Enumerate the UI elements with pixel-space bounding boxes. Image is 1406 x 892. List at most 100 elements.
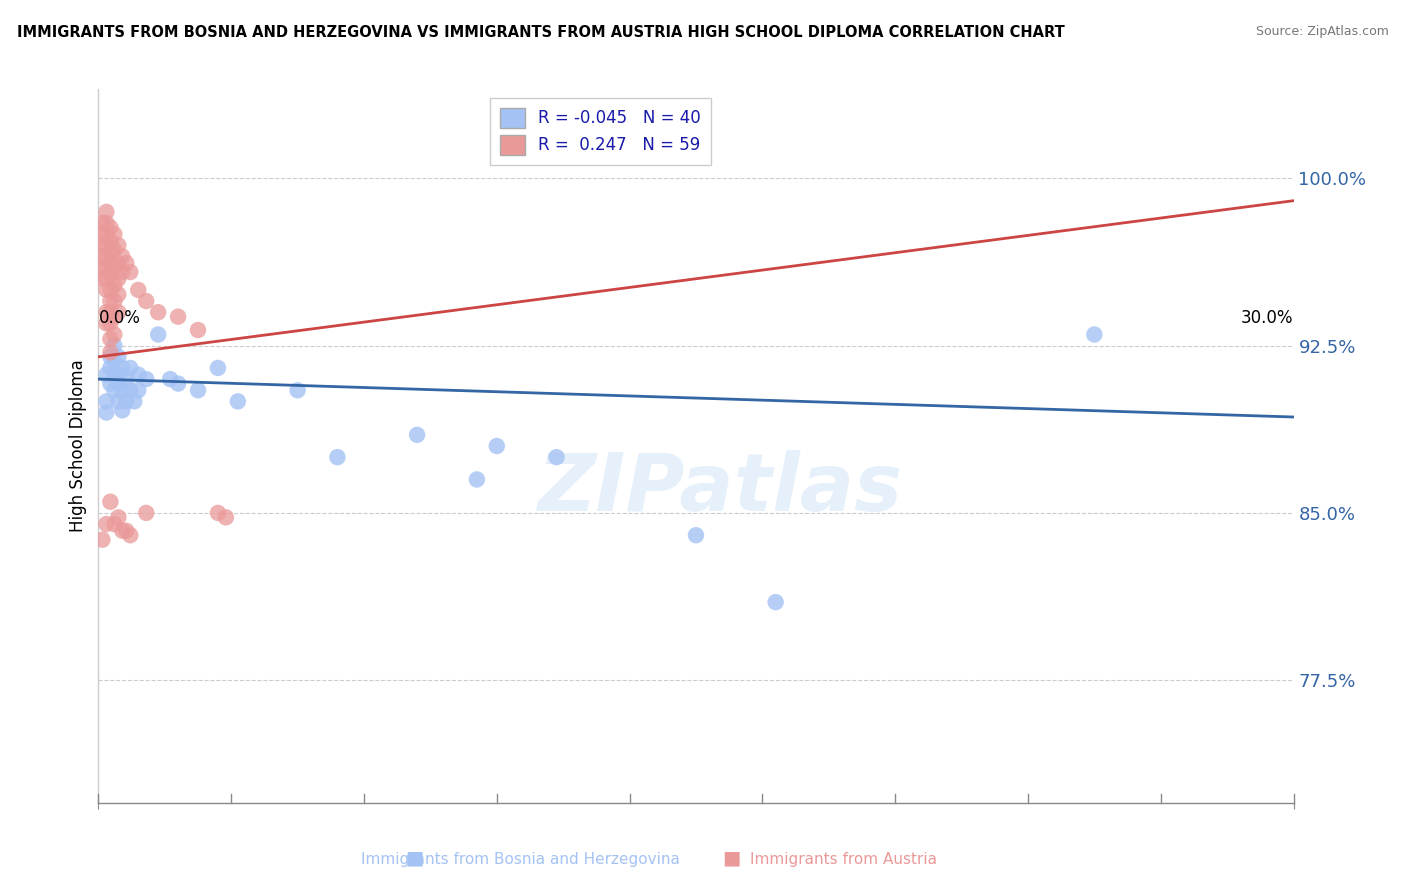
Point xyxy=(103,368,125,382)
Point xyxy=(96,368,118,382)
Point xyxy=(107,238,129,252)
Point xyxy=(96,305,118,319)
Point xyxy=(98,293,122,308)
Point xyxy=(91,260,114,275)
Point xyxy=(96,405,118,419)
Point xyxy=(135,372,157,386)
Point xyxy=(107,305,129,319)
Point xyxy=(148,305,170,319)
Point xyxy=(98,220,122,235)
Text: Immigrants from Austria: Immigrants from Austria xyxy=(749,852,938,867)
Point xyxy=(485,439,508,453)
Point xyxy=(115,394,138,409)
Point xyxy=(98,234,122,248)
Text: Immigrants from Bosnia and Herzegovina: Immigrants from Bosnia and Herzegovina xyxy=(361,852,679,867)
Point xyxy=(111,250,134,264)
Point xyxy=(103,383,125,397)
Point xyxy=(111,265,134,279)
Point xyxy=(215,510,238,524)
Point xyxy=(1083,327,1105,342)
Point xyxy=(120,360,142,375)
Point xyxy=(98,267,122,281)
Point xyxy=(96,283,118,297)
Point xyxy=(96,216,118,230)
Text: ■: ■ xyxy=(721,848,741,867)
Point xyxy=(96,250,118,264)
Point xyxy=(546,450,568,464)
Point xyxy=(107,510,129,524)
Point xyxy=(98,283,122,297)
Point xyxy=(91,227,114,241)
Point xyxy=(135,506,157,520)
Point xyxy=(103,354,125,368)
Point xyxy=(167,310,190,324)
Point xyxy=(98,376,122,391)
Point xyxy=(103,310,125,324)
Point xyxy=(115,256,138,270)
Point xyxy=(120,528,142,542)
Point xyxy=(765,595,787,609)
Point xyxy=(465,472,488,486)
Point xyxy=(98,316,122,330)
Point xyxy=(98,494,122,508)
Point xyxy=(135,293,157,308)
Point xyxy=(148,327,170,342)
Point xyxy=(187,323,209,337)
Point xyxy=(96,516,118,531)
Point xyxy=(91,533,114,547)
Point xyxy=(287,383,309,397)
Point xyxy=(111,383,134,397)
Text: Source: ZipAtlas.com: Source: ZipAtlas.com xyxy=(1256,25,1389,38)
Point xyxy=(207,360,229,375)
Text: 30.0%: 30.0% xyxy=(1241,309,1294,327)
Point xyxy=(167,376,190,391)
Point xyxy=(207,506,229,520)
Point xyxy=(98,345,122,359)
Point xyxy=(111,403,134,417)
Point xyxy=(107,376,129,391)
Point xyxy=(226,394,249,409)
Point xyxy=(103,516,125,531)
Point xyxy=(103,243,125,257)
Text: 0.0%: 0.0% xyxy=(98,309,141,327)
Point xyxy=(103,260,125,275)
Point xyxy=(91,216,114,230)
Point xyxy=(127,383,149,397)
Point xyxy=(103,278,125,293)
Point xyxy=(120,383,142,397)
Point xyxy=(98,360,122,375)
Point xyxy=(91,271,114,285)
Point xyxy=(107,271,129,285)
Point xyxy=(406,427,429,442)
Point xyxy=(159,372,181,386)
Point xyxy=(91,238,114,252)
Point xyxy=(98,305,122,319)
Text: IMMIGRANTS FROM BOSNIA AND HERZEGOVINA VS IMMIGRANTS FROM AUSTRIA HIGH SCHOOL DI: IMMIGRANTS FROM BOSNIA AND HERZEGOVINA V… xyxy=(17,25,1064,40)
Point xyxy=(107,368,129,382)
Point xyxy=(107,287,129,301)
Point xyxy=(103,338,125,352)
Point xyxy=(96,271,118,285)
Point xyxy=(124,394,146,409)
Point xyxy=(103,293,125,308)
Point xyxy=(326,450,349,464)
Point xyxy=(96,227,118,241)
Point xyxy=(120,265,142,279)
Y-axis label: High School Diploma: High School Diploma xyxy=(69,359,87,533)
Text: ZIPatlas: ZIPatlas xyxy=(537,450,903,528)
Point xyxy=(98,332,122,346)
Point xyxy=(127,283,149,297)
Point xyxy=(127,368,149,382)
Point xyxy=(107,394,129,409)
Point xyxy=(98,256,122,270)
Point xyxy=(96,238,118,252)
Point xyxy=(111,360,134,375)
Point xyxy=(98,350,122,364)
Point xyxy=(91,250,114,264)
Point xyxy=(103,227,125,241)
Text: ■: ■ xyxy=(405,848,425,867)
Point xyxy=(115,524,138,538)
Point xyxy=(96,394,118,409)
Point xyxy=(107,350,129,364)
Point xyxy=(107,256,129,270)
